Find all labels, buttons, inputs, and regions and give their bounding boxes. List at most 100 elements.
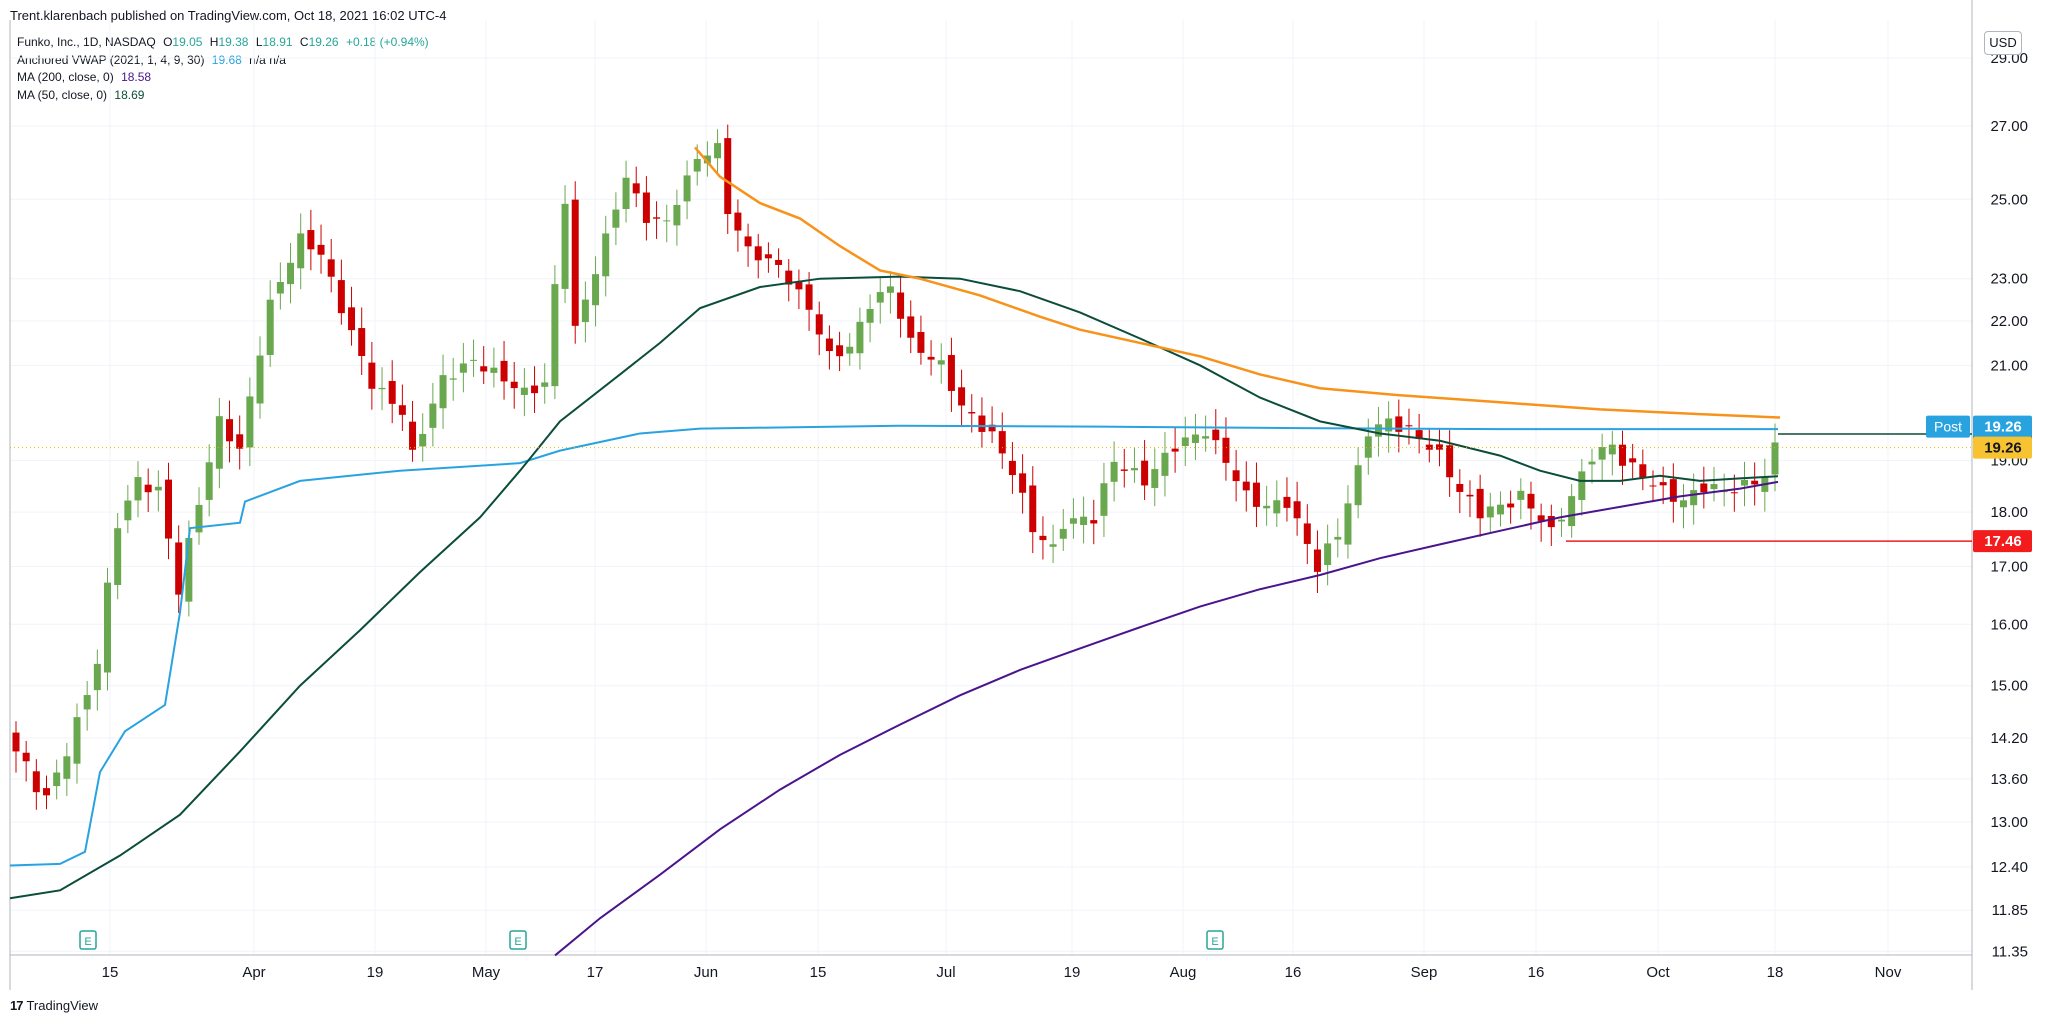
ma50-label: MA (50, close, 0) xyxy=(17,87,108,102)
candle xyxy=(592,256,600,327)
vwap-extra: n/a n/a xyxy=(249,52,286,67)
candle-body xyxy=(246,396,254,448)
candle xyxy=(1690,473,1698,525)
candle xyxy=(1191,413,1199,461)
x-tick-label: 18 xyxy=(1767,964,1784,981)
candle-body xyxy=(226,419,234,442)
ma50-line xyxy=(9,275,1779,900)
x-tick-label: May xyxy=(472,964,501,981)
candle xyxy=(1740,461,1748,507)
candle-body xyxy=(836,345,844,357)
currency-button[interactable]: USD xyxy=(1984,31,2022,55)
y-tick-label: 11.35 xyxy=(1992,943,2028,960)
candle xyxy=(724,124,732,235)
ma50-value: 18.69 xyxy=(114,87,145,102)
candle xyxy=(1700,466,1708,509)
candle xyxy=(276,262,284,310)
candle-body xyxy=(134,477,142,501)
candle xyxy=(1151,448,1159,507)
ma50-legend-row[interactable]: MA (50, close, 0) 18.69 xyxy=(17,87,429,105)
candle-body xyxy=(429,403,437,428)
candle xyxy=(1466,480,1474,518)
candle-body xyxy=(1273,500,1281,514)
candle-body xyxy=(744,236,752,247)
candle-body xyxy=(571,199,579,326)
candle-body xyxy=(1476,488,1484,519)
candle xyxy=(205,444,213,517)
candle xyxy=(1547,504,1555,546)
candle xyxy=(1354,447,1362,519)
candle-body xyxy=(1232,470,1240,482)
candle-body xyxy=(958,387,966,406)
candle xyxy=(622,160,630,223)
candle xyxy=(246,377,254,467)
candle-body xyxy=(1608,444,1616,455)
candle-body xyxy=(1334,536,1342,540)
post-tag-text: Post xyxy=(1934,419,1962,435)
candle-body xyxy=(1679,500,1687,508)
candle-body xyxy=(1700,483,1708,493)
candle-body xyxy=(388,380,396,404)
candle-body xyxy=(1029,485,1037,533)
candle xyxy=(1507,490,1515,524)
candle xyxy=(388,360,396,424)
candle xyxy=(1059,509,1067,551)
change-value: +0.18 (+0.94%) xyxy=(345,35,429,49)
candle xyxy=(1110,441,1118,502)
y-tick-label: 12.40 xyxy=(1990,859,2028,876)
chart-legend: Funko, Inc., 1D, NASDAQ O19.05 H19.38 L1… xyxy=(17,34,429,104)
candle-body xyxy=(1130,468,1138,471)
candle xyxy=(297,213,305,290)
candle-body xyxy=(287,262,295,285)
candle-body xyxy=(470,359,478,361)
candle-body xyxy=(449,378,457,380)
low-value: 18.91 xyxy=(262,35,293,49)
candle xyxy=(1242,461,1250,512)
candle xyxy=(703,141,711,177)
candle xyxy=(734,199,742,252)
candle-body xyxy=(236,434,244,449)
candle-body xyxy=(1588,461,1596,465)
candle xyxy=(337,259,345,325)
candle xyxy=(1039,516,1047,560)
x-tick-label: 19 xyxy=(367,964,384,981)
earnings-marker-box xyxy=(1206,930,1224,950)
candle-body xyxy=(175,542,183,595)
candle xyxy=(1669,463,1677,523)
candle xyxy=(470,339,478,377)
candle xyxy=(144,468,152,512)
candle-body xyxy=(1598,447,1606,460)
candle-body xyxy=(663,220,671,222)
candle-body xyxy=(1486,506,1494,518)
candle-body xyxy=(510,381,518,389)
candle-body xyxy=(886,286,894,293)
candle xyxy=(1008,441,1016,494)
candle-body xyxy=(703,155,711,164)
candle-body xyxy=(1120,469,1128,471)
candle-body xyxy=(866,308,874,323)
candle-body xyxy=(683,175,691,202)
candle-body xyxy=(602,233,610,277)
candle xyxy=(1120,448,1128,488)
candle-body xyxy=(480,366,488,372)
candle xyxy=(53,759,61,800)
candle-body xyxy=(907,316,915,338)
candle-body xyxy=(1771,442,1779,475)
y-tick-label: 25.00 xyxy=(1990,191,2028,208)
candle xyxy=(1537,503,1545,542)
ma200-legend-row[interactable]: MA (200, close, 0) 18.58 xyxy=(17,69,429,87)
candle-body xyxy=(998,431,1006,454)
candle-body xyxy=(43,788,51,796)
candle xyxy=(1069,498,1077,539)
candle xyxy=(876,277,884,324)
candle xyxy=(744,223,752,267)
candle xyxy=(561,185,569,304)
y-tick-label: 15.00 xyxy=(1990,678,2028,695)
candle-body xyxy=(754,246,762,261)
close-value: 19.26 xyxy=(308,35,339,49)
vwap-legend-row[interactable]: Anchored VWAP (2021, 1, 4, 9, 30) 19.68 … xyxy=(17,52,429,70)
candle xyxy=(1374,406,1382,457)
candle-body xyxy=(1212,429,1220,441)
candle xyxy=(1141,439,1149,500)
